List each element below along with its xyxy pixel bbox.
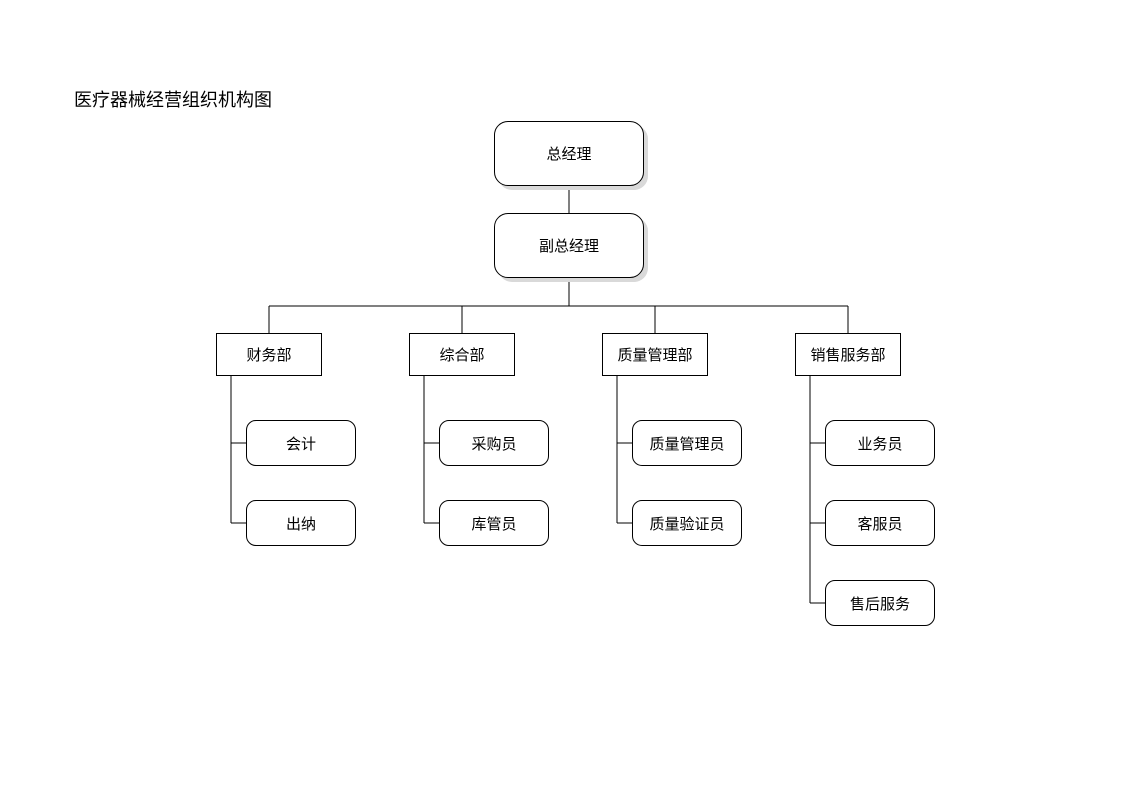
node-gen2-label: 库管员 xyxy=(471,513,516,534)
node-dept-qa: 质量管理部 xyxy=(602,333,708,376)
node-qa2-label: 质量验证员 xyxy=(649,513,724,534)
node-sal2: 客服员 xyxy=(825,500,935,546)
node-qa1: 质量管理员 xyxy=(632,420,742,466)
node-sal2-label: 客服员 xyxy=(857,513,902,534)
node-gen2: 库管员 xyxy=(439,500,549,546)
node-dept-gen-label: 综合部 xyxy=(439,344,484,365)
node-sal3: 售后服务 xyxy=(825,580,935,626)
node-dept-sal-label: 销售服务部 xyxy=(810,344,885,365)
node-dept-qa-label: 质量管理部 xyxy=(617,344,692,365)
connector-layer xyxy=(0,0,1122,793)
node-fin2: 出纳 xyxy=(246,500,356,546)
node-fin1-label: 会计 xyxy=(286,433,316,454)
node-gen1: 采购员 xyxy=(439,420,549,466)
node-sal1: 业务员 xyxy=(825,420,935,466)
node-fin1: 会计 xyxy=(246,420,356,466)
node-sal3-label: 售后服务 xyxy=(850,593,910,614)
node-qa2: 质量验证员 xyxy=(632,500,742,546)
node-gm: 总经理 xyxy=(494,121,644,186)
node-fin2-label: 出纳 xyxy=(286,513,316,534)
node-dept-fin: 财务部 xyxy=(216,333,322,376)
node-dgm-label: 副总经理 xyxy=(539,235,599,256)
node-qa1-label: 质量管理员 xyxy=(649,433,724,454)
node-dept-fin-label: 财务部 xyxy=(246,344,291,365)
node-dept-sal: 销售服务部 xyxy=(795,333,901,376)
node-sal1-label: 业务员 xyxy=(857,433,902,454)
node-dgm: 副总经理 xyxy=(494,213,644,278)
node-gen1-label: 采购员 xyxy=(471,433,516,454)
node-gm-label: 总经理 xyxy=(546,143,591,164)
chart-title: 医疗器械经营组织机构图 xyxy=(74,86,272,112)
node-dept-gen: 综合部 xyxy=(409,333,515,376)
